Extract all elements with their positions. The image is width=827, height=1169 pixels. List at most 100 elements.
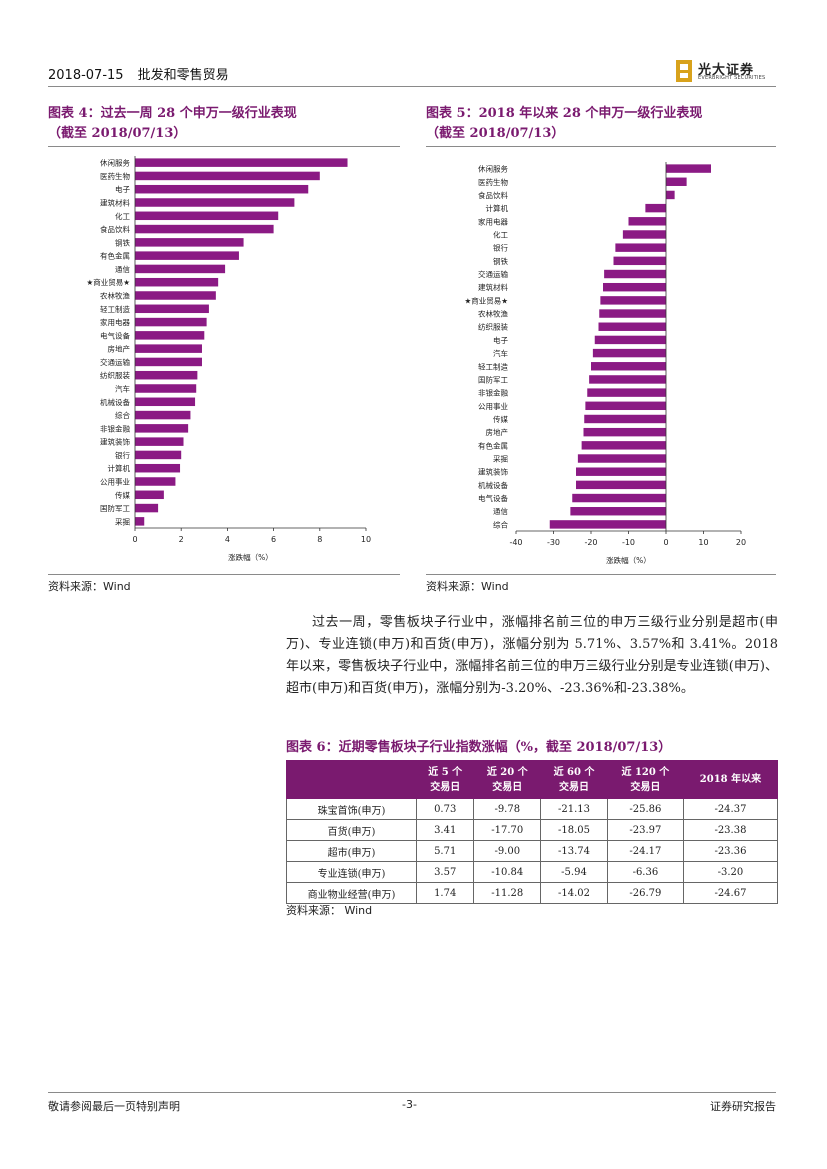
chart-bar	[615, 243, 666, 252]
chart-bar	[135, 198, 295, 207]
table-header-cell: 近 120 个交易日	[606, 760, 684, 799]
logo-name-cn: 光大证券	[698, 63, 755, 78]
table-cell: -9.78	[473, 798, 542, 820]
x-tick-label: 4	[225, 535, 230, 544]
figure5-source: 资料来源：Wind	[426, 580, 509, 593]
figure5-title-line2: （截至 2018/07/13）	[426, 126, 565, 141]
figure4-top-rule	[48, 146, 400, 147]
table-row: 珠宝首饰(申万) 0.73 -9.78 -21.13 -25.86 -24.37	[286, 798, 779, 820]
table-cell: -9.00	[473, 840, 542, 862]
chart-bar	[594, 335, 666, 345]
table-header-cell: 近 20 个交易日	[473, 760, 542, 799]
category-label: 化工	[493, 229, 508, 239]
category-label: 纺织服装	[100, 370, 130, 380]
chart-bar	[585, 401, 666, 411]
chart-bar	[135, 304, 209, 314]
chart-bar	[666, 164, 711, 173]
chart-bar	[603, 282, 666, 292]
chart-bar	[135, 344, 202, 353]
chart-bar	[135, 238, 244, 247]
category-label: 传媒	[115, 490, 130, 500]
logo-mark-icon	[676, 60, 692, 82]
category-label: 采掘	[115, 516, 130, 526]
category-label: 食品饮料	[478, 190, 508, 200]
category-label: 综合	[493, 519, 508, 529]
category-label: 休闲服务	[478, 164, 508, 174]
chart-bar	[135, 384, 197, 393]
chart-bar	[587, 388, 666, 397]
chart-bar	[599, 309, 666, 318]
chart-bar	[666, 177, 687, 186]
table-cell: -6.36	[606, 861, 684, 883]
table-header-cell	[286, 760, 417, 799]
figure5-title-line1: 图表 5：2018 年以来 28 个申万一级行业表现	[426, 106, 703, 121]
table-cell: -24.17	[606, 840, 684, 862]
category-label: 银行	[115, 450, 130, 460]
table-header-cell: 近 5 个交易日	[415, 760, 475, 799]
x-tick-label: 8	[317, 535, 322, 544]
table-cell: -24.67	[682, 882, 779, 904]
chart-bar	[135, 397, 196, 407]
footer-report-type: 证券研究报告	[710, 1100, 776, 1113]
category-label: ★商业贸易★	[87, 277, 131, 287]
category-label: 国防军工	[100, 503, 130, 513]
category-label: 非银金融	[478, 388, 508, 398]
chart-bar	[135, 424, 189, 433]
table-cell: -25.86	[606, 798, 684, 820]
body-paragraph: 过去一周，零售板块子行业中，涨幅排名前三位的申万三级行业分别是超市(申万)、专业…	[286, 615, 778, 696]
category-label: 综合	[115, 410, 130, 420]
table-cell: -23.36	[682, 840, 779, 862]
footer-disclaimer: 敬请参阅最后一页特别声明	[48, 1100, 180, 1113]
x-axis-label: 涨跌幅（%）	[228, 552, 273, 562]
x-tick-label: 2	[179, 535, 184, 544]
figure5-title: 图表 5：2018 年以来 28 个申万一级行业表现 （截至 2018/07/1…	[426, 104, 776, 144]
table-cell: -26.79	[606, 882, 684, 904]
chart-bar	[135, 211, 279, 221]
chart-bar	[135, 437, 184, 446]
x-tick-label: 0	[132, 535, 137, 544]
chart-bar	[576, 480, 666, 490]
chart-bar	[135, 331, 205, 340]
footer-rule	[48, 1092, 776, 1093]
table-cell: -3.20	[682, 861, 779, 883]
category-label: 钢铁	[115, 237, 130, 247]
x-tick-label: 0	[663, 538, 668, 547]
category-label: 通信	[115, 264, 130, 274]
table-header-row: 近 5 个交易日 近 20 个交易日 近 60 个交易日 近 120 个交易日 …	[286, 760, 779, 799]
header-title: 2018-07-15 批发和零售贸易	[48, 64, 229, 83]
category-label: 钢铁	[493, 256, 508, 266]
figure4-source: 资料来源：Wind	[48, 580, 131, 593]
category-label: ★商业贸易★	[465, 295, 509, 305]
category-label: 计算机	[486, 203, 509, 213]
chart-bar	[135, 503, 159, 513]
table-cell: 珠宝首饰(申万)	[286, 798, 417, 820]
chart-bar	[135, 357, 202, 367]
chart-bar	[549, 520, 666, 529]
category-label: 家用电器	[478, 216, 508, 226]
header-date: 2018-07-15	[48, 68, 124, 83]
table-cell: -11.28	[473, 882, 542, 904]
category-label: 有色金属	[100, 251, 130, 261]
category-label: 建筑装饰	[100, 437, 130, 447]
chart-bar	[613, 256, 666, 266]
chart-bar	[604, 269, 666, 279]
performance-table: 近 5 个交易日 近 20 个交易日 近 60 个交易日 近 120 个交易日 …	[286, 760, 779, 904]
x-axis-label: 涨跌幅（%）	[606, 555, 651, 565]
chart-bar	[135, 517, 145, 526]
category-label: 有色金属	[478, 440, 508, 450]
category-label: 电子	[493, 335, 508, 345]
category-label: 建筑材料	[100, 198, 130, 208]
table-cell: -21.13	[540, 798, 608, 820]
table-cell: 百货(申万)	[286, 819, 417, 841]
category-label: 汽车	[493, 348, 508, 358]
chart-bar	[135, 277, 219, 287]
chart-bar	[645, 203, 666, 213]
category-label: 轻工制造	[100, 304, 130, 314]
table-header-cell: 2018 年以来	[682, 760, 779, 799]
table-cell: 3.41	[415, 819, 475, 841]
chart-bar	[577, 454, 666, 463]
table-header-cell: 近 60 个交易日	[540, 760, 608, 799]
chart-bar	[135, 477, 176, 486]
table-row: 商业物业经营(申万) 1.74 -11.28 -14.02 -26.79 -24…	[286, 882, 779, 904]
figure5-top-rule	[426, 146, 776, 147]
